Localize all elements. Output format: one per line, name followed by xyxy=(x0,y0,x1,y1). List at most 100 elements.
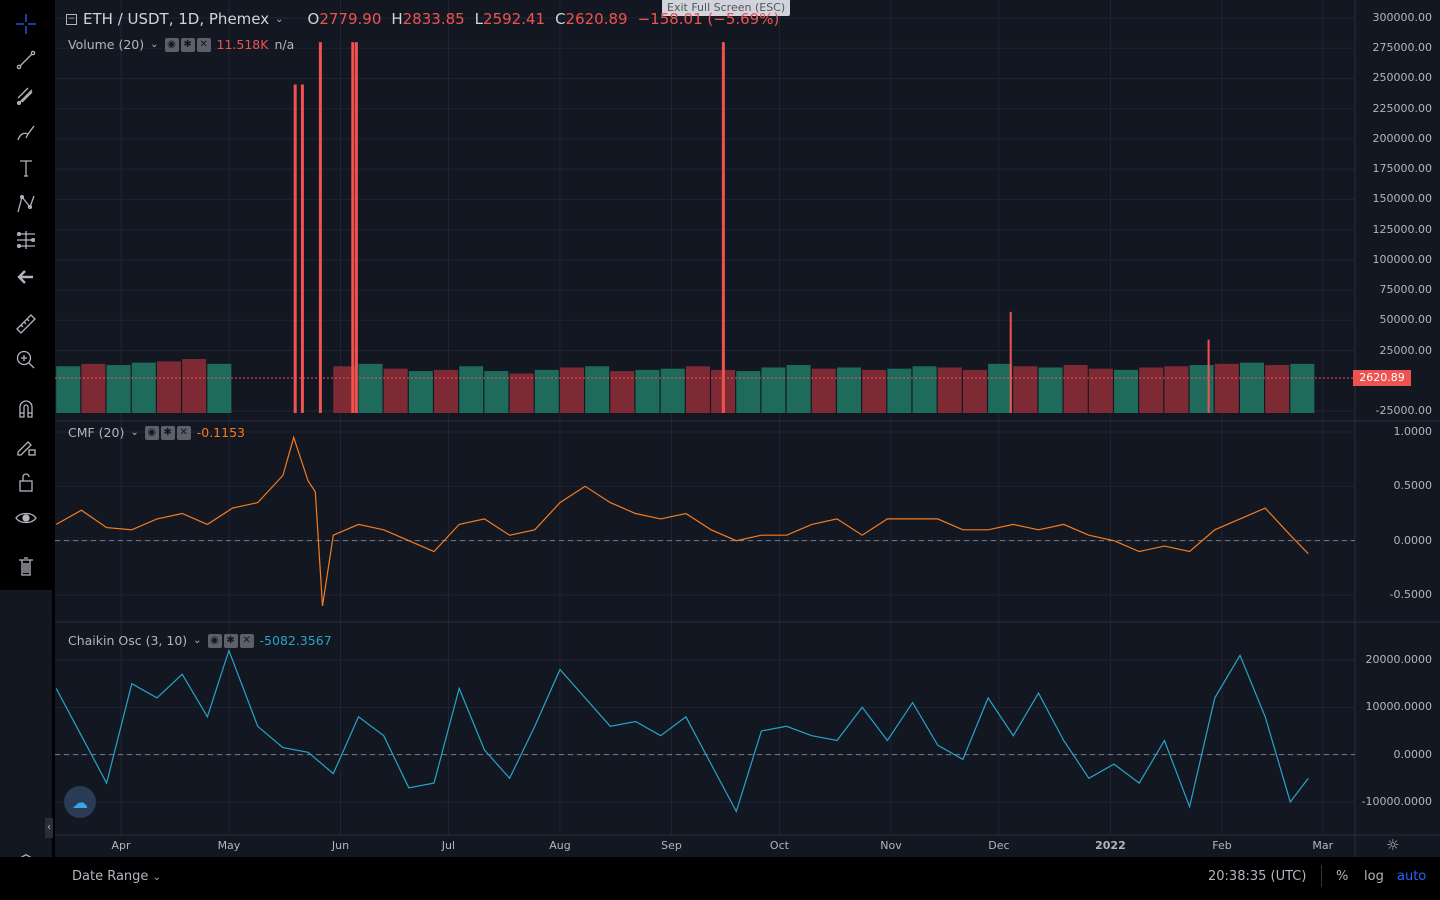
auto-scale-toggle[interactable]: auto xyxy=(1397,869,1427,884)
cmf-legend: CMF (20) ⌄ ◉ ✱ ✕ -0.1153 xyxy=(68,425,245,440)
chart-background xyxy=(55,0,1440,857)
price-axis-label: 10000.0000 xyxy=(1365,700,1432,714)
volume-bar xyxy=(610,371,635,413)
volume-bar xyxy=(1290,363,1315,413)
brand-logo-icon[interactable]: ☁ xyxy=(64,786,96,818)
price-axis-label: 50000.00 xyxy=(1379,313,1433,327)
chevron-down-icon[interactable]: ⌄ xyxy=(150,39,159,50)
ruler-icon[interactable] xyxy=(12,310,40,338)
crosshair-icon[interactable] xyxy=(12,10,40,38)
bottom-bar: Date Range ⌄ 20:38:35 (UTC) % log auto xyxy=(0,857,1440,900)
price-axis-label: 20000.0000 xyxy=(1365,653,1432,666)
time-axis-label: Sep xyxy=(661,839,682,852)
volume-legend: Volume (20) ⌄ ◉ ✱ ✕ 11.518K n/a xyxy=(68,37,294,52)
log-scale-toggle[interactable]: log xyxy=(1364,869,1384,884)
volume-bar xyxy=(585,366,610,413)
volume-bar xyxy=(1164,366,1189,413)
volume-bar xyxy=(1114,369,1139,413)
time-axis-label: Mar xyxy=(1312,839,1334,852)
volume-ma-value: n/a xyxy=(274,37,295,52)
volume-bar xyxy=(1088,368,1113,413)
last-price-label: 2620.89 xyxy=(1353,370,1411,386)
clock-display[interactable]: 20:38:35 (UTC) xyxy=(1208,869,1307,884)
price-axis-label: 275000.00 xyxy=(1372,41,1433,55)
pattern-icon[interactable] xyxy=(12,190,40,218)
lock-drawing-icon[interactable] xyxy=(12,432,40,460)
eye-icon[interactable]: ◉ xyxy=(164,37,179,52)
price-axis-label: 150000.00 xyxy=(1372,192,1433,206)
volume-spike-bar xyxy=(354,42,358,413)
cmf-title[interactable]: CMF (20) xyxy=(68,425,125,440)
volume-bar xyxy=(1214,363,1239,413)
unlock-icon[interactable] xyxy=(12,468,40,496)
volume-bar xyxy=(182,359,207,413)
volume-bar xyxy=(887,368,912,413)
gear-icon[interactable]: ✱ xyxy=(180,37,195,52)
chevron-down-icon[interactable]: ⌄ xyxy=(130,427,139,438)
volume-bar xyxy=(358,363,383,413)
close-icon[interactable]: ✕ xyxy=(196,37,211,52)
chart-canvas[interactable] xyxy=(0,0,1440,857)
prediction-icon[interactable] xyxy=(12,226,40,254)
volume-bar xyxy=(786,365,811,413)
volume-bar xyxy=(1139,367,1164,413)
chaikin-title[interactable]: Chaikin Osc (3, 10) xyxy=(68,633,188,648)
brush-icon[interactable] xyxy=(12,118,40,146)
eye-icon[interactable]: ◉ xyxy=(144,425,159,440)
volume-bar xyxy=(434,369,459,413)
gear-icon[interactable]: ✱ xyxy=(160,425,175,440)
exit-fullscreen-tooltip[interactable]: Exit Full Screen (ESC) xyxy=(662,0,791,16)
volume-bar xyxy=(912,366,937,413)
collapse-icon[interactable]: − xyxy=(66,13,77,25)
time-axis-label: Apr xyxy=(111,839,131,852)
low-label: L xyxy=(474,10,484,28)
volume-spike-bar xyxy=(351,42,355,413)
close-label: C xyxy=(555,10,566,28)
volume-value: 11.518K xyxy=(216,37,269,52)
volume-spike-bar xyxy=(721,42,725,413)
text-icon[interactable] xyxy=(12,154,40,182)
price-axis-label: 225000.00 xyxy=(1372,101,1433,115)
price-axis-label: 0.0000 xyxy=(1393,533,1433,547)
time-axis-label: Nov xyxy=(880,839,902,852)
cmf-value: -0.1153 xyxy=(196,425,245,440)
volume-spike-bar xyxy=(318,42,322,413)
volume-bar xyxy=(484,371,509,413)
volume-bar xyxy=(1189,365,1214,413)
price-axis-label: 250000.00 xyxy=(1372,71,1433,85)
trend-line-icon[interactable] xyxy=(12,46,40,74)
chevron-down-icon[interactable]: ⌄ xyxy=(275,13,284,25)
close-icon[interactable]: ✕ xyxy=(239,633,254,648)
date-range-label: Date Range xyxy=(72,869,149,884)
gear-icon[interactable]: ✱ xyxy=(223,633,238,648)
back-arrow-icon[interactable] xyxy=(12,263,40,291)
volume-bar xyxy=(1265,365,1290,413)
chaikin-legend: Chaikin Osc (3, 10) ⌄ ◉ ✱ ✕ -5082.3567 xyxy=(68,633,332,648)
volume-bar xyxy=(408,371,433,413)
volume-bar xyxy=(1013,366,1038,413)
percent-scale-toggle[interactable]: % xyxy=(1336,869,1349,884)
collapse-panel-button[interactable]: ‹ xyxy=(45,818,53,838)
chevron-down-icon[interactable]: ⌄ xyxy=(193,635,202,646)
close-icon[interactable]: ✕ xyxy=(176,425,191,440)
date-range-button[interactable]: Date Range ⌄ xyxy=(72,869,161,884)
eye-icon[interactable] xyxy=(12,504,40,532)
eye-icon[interactable]: ◉ xyxy=(207,633,222,648)
symbol-title[interactable]: ETH / USDT, 1D, Phemex xyxy=(83,10,270,28)
volume-bar xyxy=(81,363,106,413)
time-axis-label: Feb xyxy=(1212,839,1232,852)
trash-icon[interactable] xyxy=(12,552,40,580)
high-label: H xyxy=(391,10,403,28)
volume-bar xyxy=(459,366,484,413)
volume-bar xyxy=(1239,362,1264,413)
volume-bar xyxy=(962,369,987,413)
settings-sun-icon[interactable]: ☼ xyxy=(1386,836,1400,854)
volume-title[interactable]: Volume (20) xyxy=(68,37,145,52)
divider xyxy=(1321,865,1322,887)
time-axis-label: 2022 xyxy=(1095,839,1126,852)
pitchfork-icon[interactable] xyxy=(12,82,40,110)
volume-bar xyxy=(56,366,81,413)
magnet-icon[interactable] xyxy=(12,395,40,423)
zoom-in-icon[interactable] xyxy=(12,346,40,374)
chaikin-value: -5082.3567 xyxy=(259,633,332,648)
